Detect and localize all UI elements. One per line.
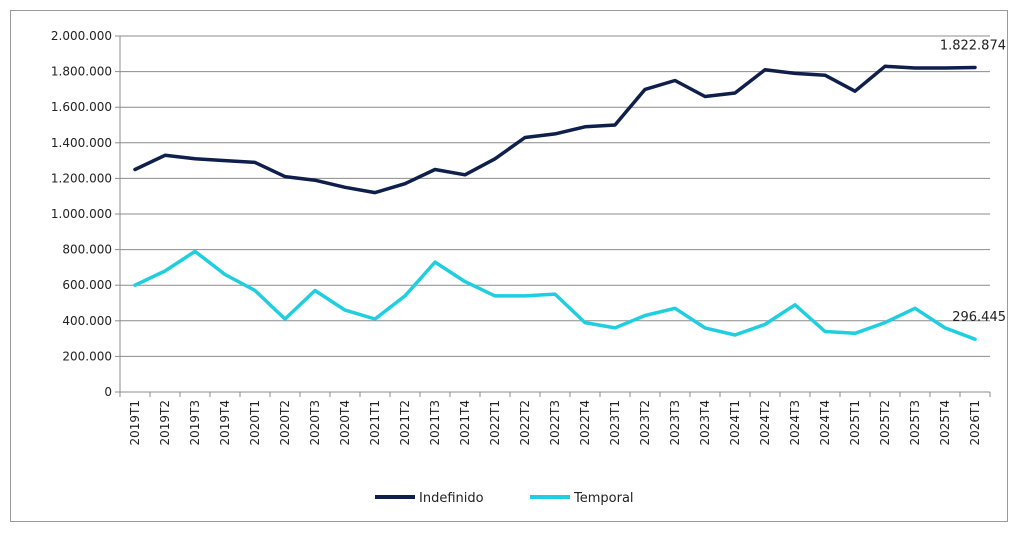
x-tick-label: 2024T2: [758, 400, 772, 446]
y-tick-label: 1.200.000: [51, 171, 112, 185]
x-tick-label: 2025T1: [848, 400, 862, 446]
legend-label-temporal: Temporal: [573, 491, 634, 506]
chart-frame: [10, 10, 1008, 522]
y-tick-label: 200.000: [62, 349, 112, 363]
y-tick-label: 1.600.000: [51, 100, 112, 114]
x-tick-label: 2024T3: [788, 400, 802, 446]
end-labels: 1.822.874 296.445: [940, 39, 1006, 326]
legend-label-indefinido: Indefinido: [419, 491, 484, 506]
x-tick-label: 2023T2: [638, 400, 652, 446]
x-tick-label: 2020T2: [278, 400, 292, 446]
x-tick-label: 2019T4: [218, 400, 232, 446]
series-line-indefinido: [133, 64, 977, 195]
x-tick-label: 2022T2: [518, 400, 532, 446]
series-line-temporal: [133, 249, 977, 341]
end-label-indefinido: 1.822.874: [940, 39, 1006, 54]
x-tick-label: 2022T3: [548, 400, 562, 446]
x-tick-label: 2022T4: [578, 400, 592, 446]
x-tick-label: 2023T1: [608, 400, 622, 446]
y-tick-label: 1.800.000: [51, 65, 112, 79]
gridlines: [115, 35, 991, 397]
x-tick-label: 2024T4: [818, 400, 832, 446]
y-axis-tick-labels: 0 200.000 400.000 600.000 800.000 1.000.000 1.…: [51, 29, 112, 399]
x-tick-label: 2021T1: [368, 400, 382, 446]
series-lines: [133, 64, 977, 341]
legend: Indefinido Temporal: [375, 491, 634, 506]
x-axis-tick-labels: 2019T1 2019T2 2019T3 2019T4 2020T1 2020T2 2020…: [128, 400, 982, 446]
x-tick-label: 2020T3: [308, 400, 322, 446]
x-tick-label: 2026T1: [968, 400, 982, 446]
x-tick-label: 2019T2: [158, 400, 172, 446]
end-label-temporal: 296.445: [952, 310, 1006, 325]
y-tick-label: 400.000: [62, 314, 112, 328]
x-tick-label: 2022T1: [488, 400, 502, 446]
x-tick-label: 2025T4: [938, 400, 952, 446]
x-tick-label: 2019T3: [188, 400, 202, 446]
x-tick-label: 2021T4: [458, 400, 472, 446]
x-tick-label: 2024T1: [728, 400, 742, 446]
y-tick-label: 800.000: [62, 243, 112, 257]
x-tick-label: 2025T2: [878, 400, 892, 446]
x-tick-label: 2025T3: [908, 400, 922, 446]
x-tick-label: 2023T3: [668, 400, 682, 446]
x-tick-label: 2023T4: [698, 400, 712, 446]
x-tick-label: 2020T1: [248, 400, 262, 446]
x-tick-label: 2021T2: [398, 400, 412, 446]
y-tick-label: 1.000.000: [51, 207, 112, 221]
y-tick-label: 2.000.000: [51, 29, 112, 43]
y-tick-label: 600.000: [62, 278, 112, 292]
x-tick-label: 2021T3: [428, 400, 442, 446]
y-tick-label: 0: [104, 385, 112, 399]
x-tick-label: 2020T4: [338, 400, 352, 446]
y-tick-label: 1.400.000: [51, 136, 112, 150]
x-tick-label: 2019T1: [128, 400, 142, 446]
